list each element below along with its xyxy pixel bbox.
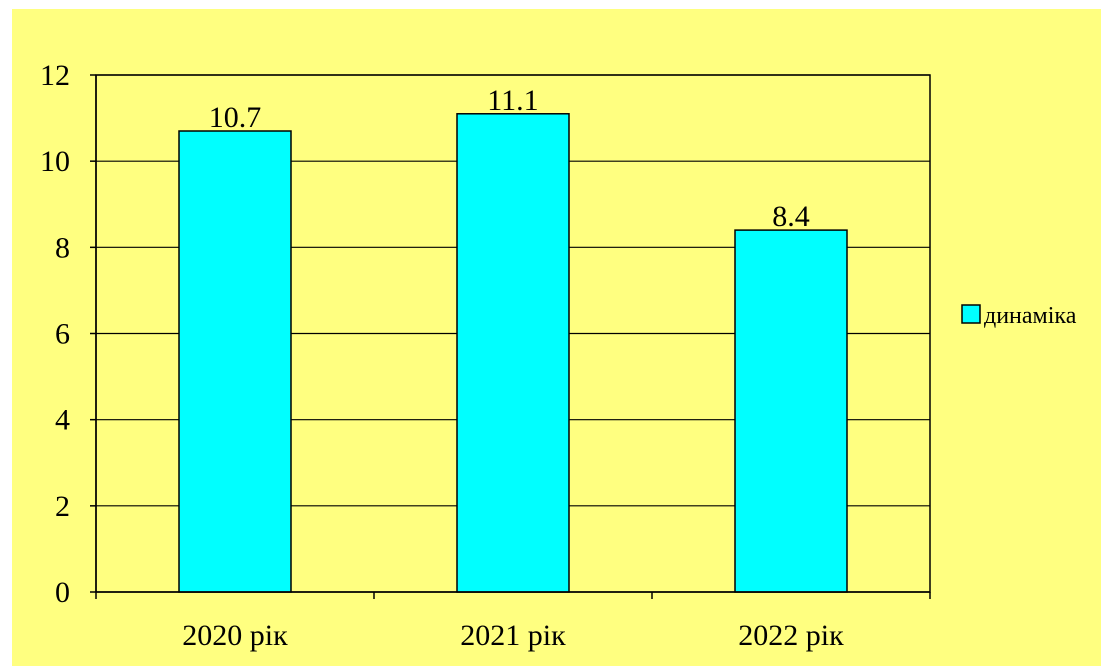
data-labels: 10.7 11.1 8.4	[209, 84, 810, 233]
y-tick-label: 4	[55, 404, 70, 437]
data-label: 8.4	[772, 200, 810, 233]
y-tick-label: 10	[40, 145, 70, 178]
y-tick-label: 12	[40, 59, 70, 92]
y-axis-tick-labels: 0 2 4 6 8 10 12	[40, 59, 70, 609]
x-tick-label: 2020 рік	[182, 619, 288, 652]
bar-2022-рік	[734, 229, 848, 593]
x-tick-label: 2021 рік	[460, 619, 566, 652]
x-axis-tick-labels: 2020 рік 2021 рік 2022 рік	[182, 619, 844, 652]
bar-2021-рік	[456, 113, 570, 593]
y-tick-label: 6	[55, 318, 70, 351]
axes	[90, 74, 931, 599]
bars	[178, 113, 848, 593]
x-tick-label: 2022 рік	[738, 619, 844, 652]
legend-label: динаміка	[984, 303, 1077, 329]
legend: динаміка	[961, 303, 1077, 329]
legend-swatch	[961, 304, 981, 324]
data-label: 11.1	[487, 84, 538, 117]
y-tick-label: 8	[55, 231, 70, 264]
bar-2020-рік	[178, 130, 292, 593]
y-tick-label: 0	[55, 576, 70, 609]
data-label: 10.7	[209, 101, 262, 134]
y-tick-label: 2	[55, 490, 70, 523]
